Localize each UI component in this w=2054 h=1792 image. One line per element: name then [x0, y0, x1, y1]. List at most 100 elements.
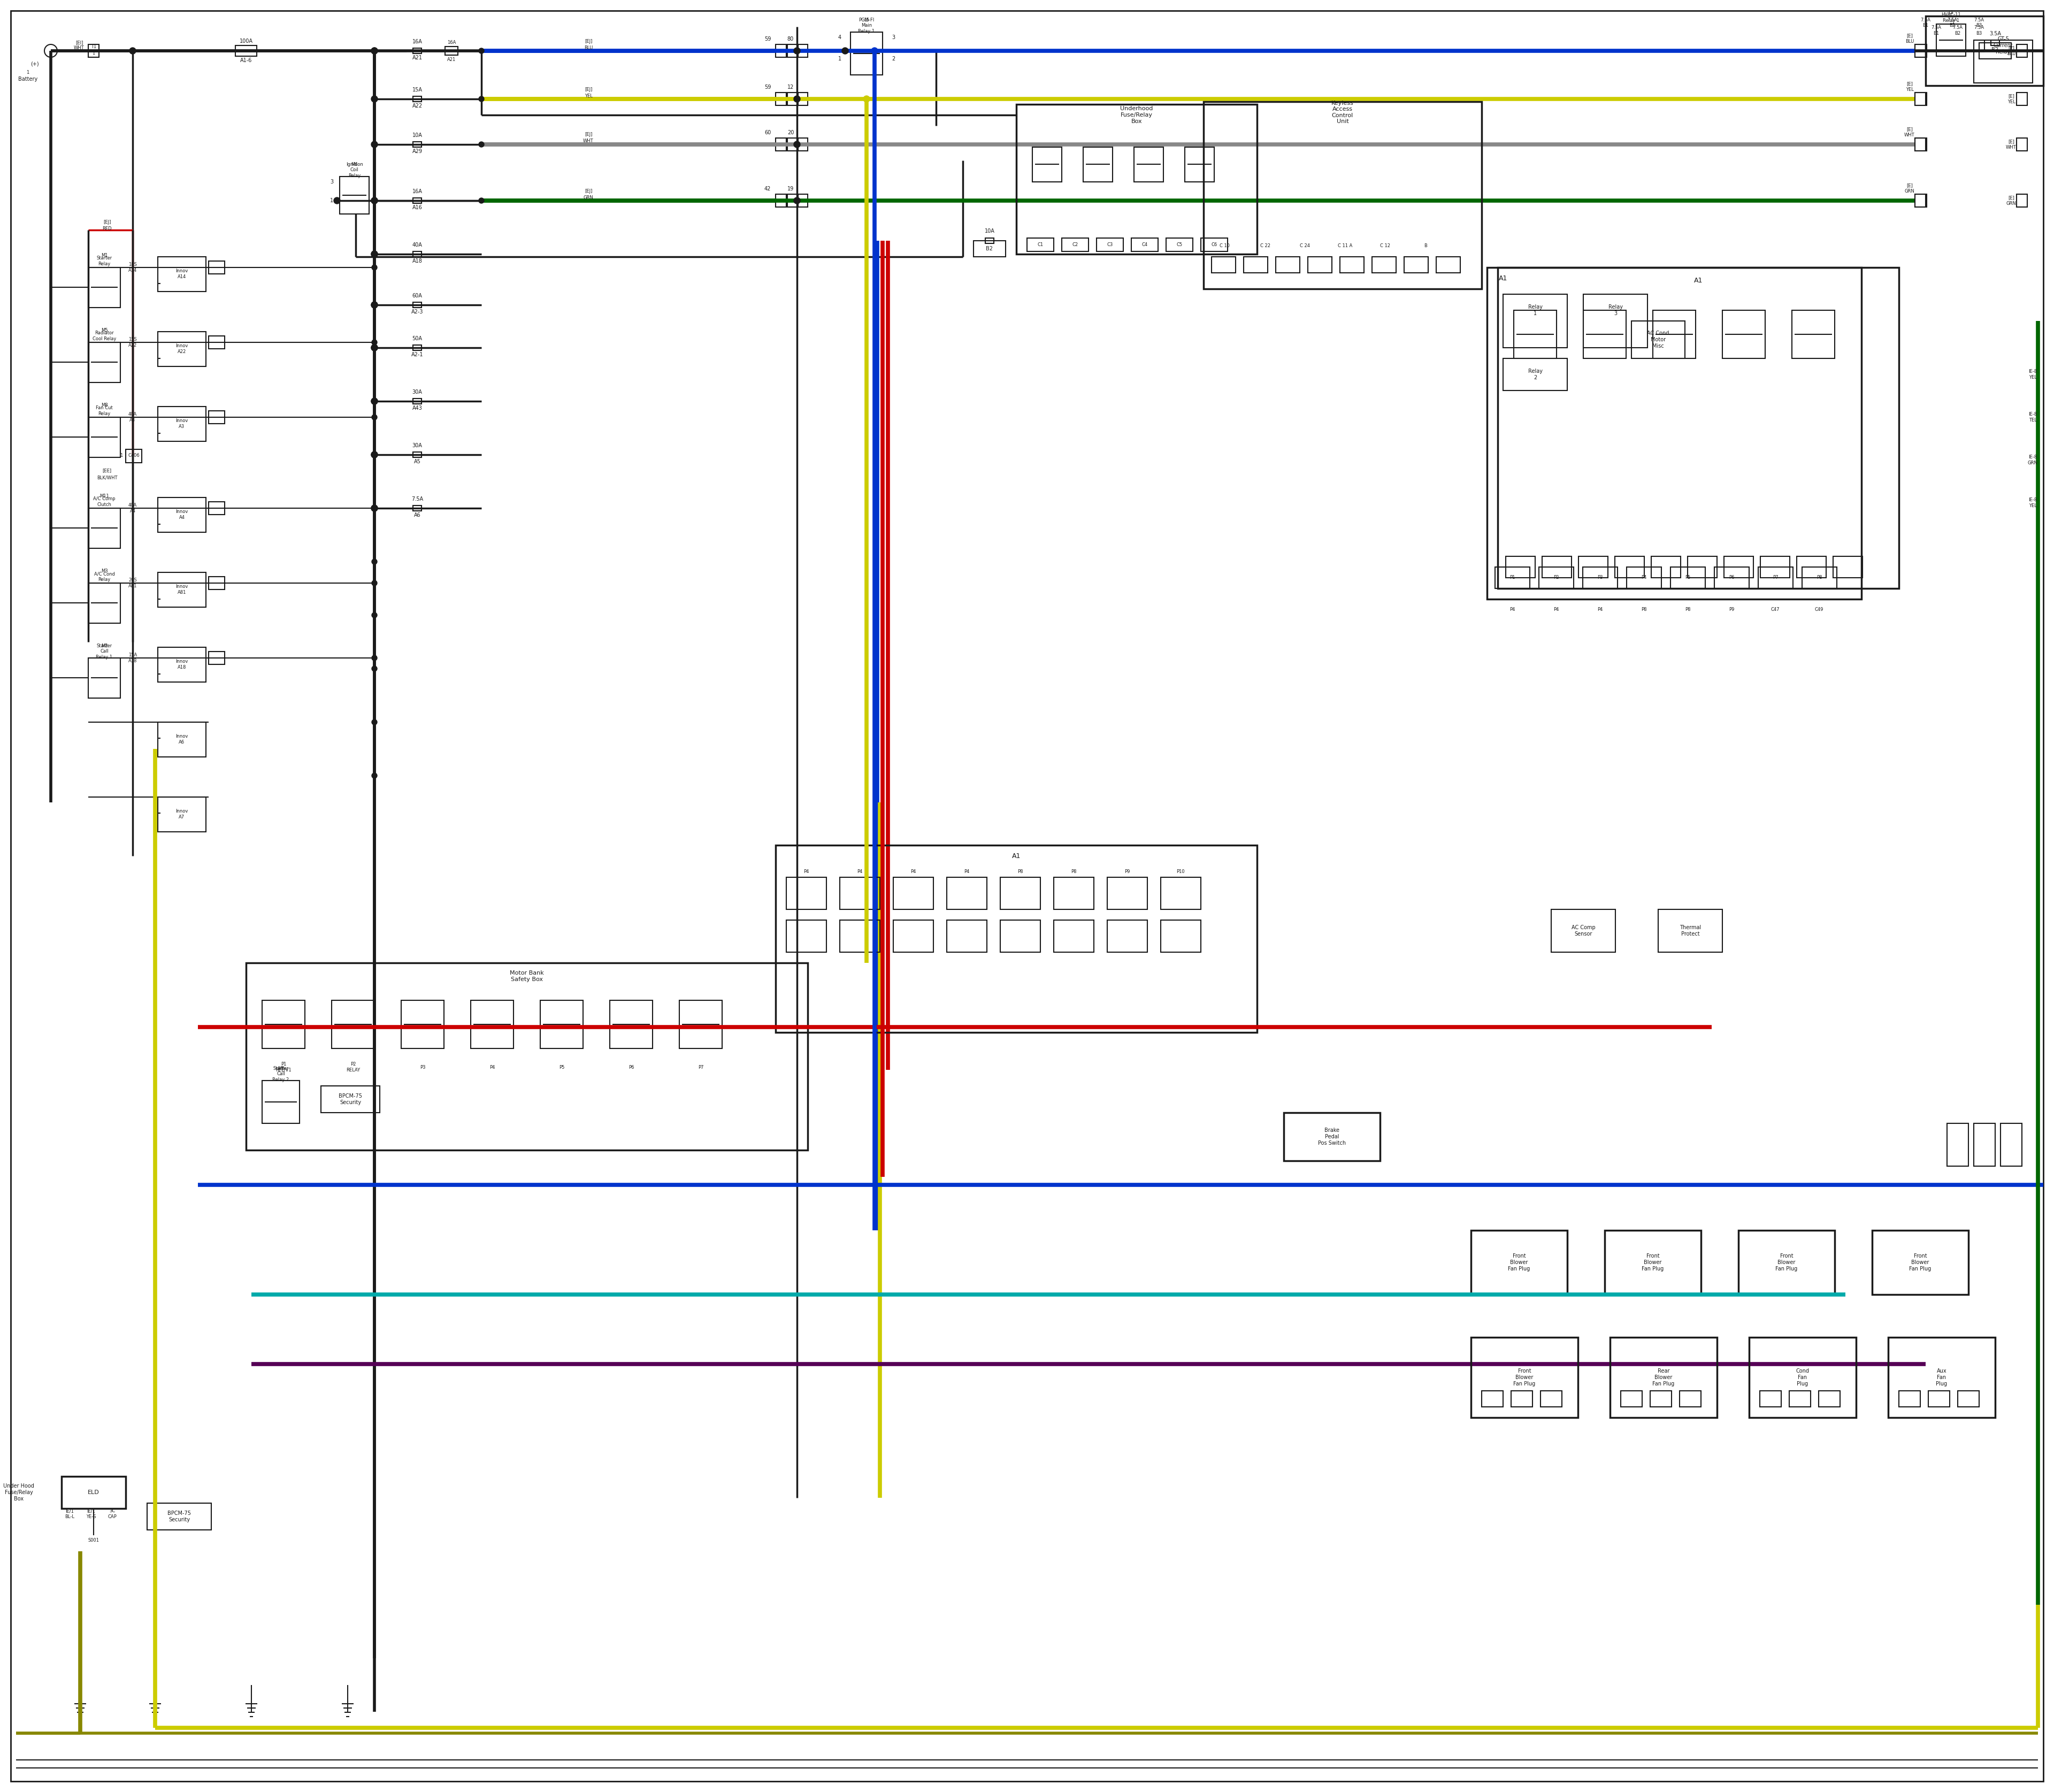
Bar [263, 1000, 304, 1048]
Text: 7.5A
B3: 7.5A B3 [1974, 25, 1984, 36]
Text: HVAC-11
Relay 1: HVAC-11 Relay 1 [1941, 13, 1962, 23]
Bar [1584, 310, 1627, 358]
Bar [2017, 194, 2027, 208]
Circle shape [372, 301, 378, 308]
Bar [787, 919, 826, 952]
Bar [1723, 556, 1754, 577]
Text: C 22: C 22 [1259, 244, 1269, 249]
Bar [125, 450, 142, 462]
Bar [1504, 294, 1567, 348]
Circle shape [372, 414, 378, 419]
Bar [787, 45, 799, 57]
Text: P4: P4 [910, 869, 916, 874]
Text: [EJ]: [EJ] [585, 39, 592, 43]
Text: P7: P7 [1773, 575, 1779, 581]
Bar [158, 498, 205, 532]
Bar [1914, 138, 1927, 151]
Bar [413, 197, 421, 202]
Bar [1670, 566, 1705, 588]
Text: A22: A22 [413, 104, 423, 109]
Bar [401, 1000, 444, 1048]
Bar [1543, 556, 1571, 577]
Bar [470, 1000, 514, 1048]
Circle shape [479, 48, 485, 54]
Bar [776, 138, 787, 151]
Bar [1436, 256, 1460, 272]
Text: 1: 1 [331, 197, 333, 202]
Circle shape [795, 142, 799, 147]
Text: 7.5A
B2: 7.5A B2 [1953, 25, 1964, 36]
Text: [EJ]: [EJ] [103, 220, 111, 224]
Bar [1715, 566, 1750, 588]
Text: C406: C406 [127, 453, 140, 459]
Text: 7.5A: 7.5A [1947, 18, 1957, 22]
Text: P4: P4 [1641, 575, 1647, 581]
Circle shape [372, 48, 378, 54]
Bar [210, 652, 224, 665]
Text: P8: P8 [1816, 575, 1822, 581]
Text: 7.5A: 7.5A [1920, 18, 1931, 22]
Text: 1: 1 [27, 70, 29, 75]
Circle shape [372, 772, 378, 778]
Bar [776, 846, 1257, 1032]
Text: S001: S001 [88, 1538, 99, 1543]
Text: P5: P5 [1684, 575, 1690, 581]
Text: P5: P5 [559, 1064, 565, 1070]
Text: A2-3: A2-3 [411, 310, 423, 315]
Bar [1372, 256, 1397, 272]
Bar [320, 1086, 380, 1113]
Text: Innov
A6: Innov A6 [175, 735, 189, 744]
Circle shape [372, 581, 378, 586]
Bar [1758, 566, 1793, 588]
Circle shape [842, 48, 848, 54]
Bar [1584, 294, 1647, 348]
Bar [1947, 1124, 1968, 1167]
Bar [1132, 238, 1158, 251]
Text: 2: 2 [372, 197, 376, 202]
Bar [1990, 39, 1999, 45]
Bar [1584, 566, 1619, 588]
Circle shape [372, 48, 378, 54]
Text: P1
REL/V1: P1 REL/V1 [275, 1063, 292, 1072]
Text: 40A
A3: 40A A3 [127, 412, 138, 423]
Circle shape [372, 340, 378, 346]
Text: 12: 12 [787, 84, 795, 90]
Bar [893, 878, 933, 909]
Bar [947, 919, 986, 952]
Bar [1551, 909, 1614, 952]
Text: C1: C1 [1037, 242, 1043, 247]
Bar [413, 346, 421, 351]
Text: AC Comp
Sensor: AC Comp Sensor [1571, 925, 1596, 937]
Text: 40A: 40A [413, 242, 423, 247]
Text: M3: M3 [101, 568, 107, 573]
Text: Battery: Battery [18, 77, 37, 82]
Text: GRN: GRN [583, 195, 594, 199]
Text: 40A
A4: 40A A4 [127, 504, 138, 513]
Bar [246, 962, 807, 1150]
Text: Innov
A14: Innov A14 [175, 269, 189, 280]
Circle shape [372, 344, 378, 351]
Circle shape [863, 95, 869, 102]
Bar [413, 398, 421, 403]
Text: [EJ]: [EJ] [585, 88, 592, 91]
Bar [2001, 1124, 2021, 1167]
Text: Radiator
Cool Relay: Radiator Cool Relay [92, 332, 117, 340]
Bar [1914, 93, 1927, 106]
Text: Relay
2: Relay 2 [1528, 369, 1543, 380]
Bar [88, 45, 99, 57]
Bar [787, 138, 799, 151]
Text: A5: A5 [413, 459, 421, 464]
Bar [158, 407, 205, 441]
Bar [1651, 556, 1680, 577]
Text: P4: P4 [1598, 607, 1602, 613]
Bar [1818, 1391, 1840, 1407]
Circle shape [871, 48, 877, 54]
Bar [158, 256, 205, 292]
Text: Under Hood
Fuse/Relay
Box: Under Hood Fuse/Relay Box [4, 1484, 35, 1502]
Circle shape [372, 505, 378, 511]
Bar [1627, 566, 1662, 588]
Text: P2
RELAY: P2 RELAY [345, 1063, 359, 1072]
Text: 15A
A18: 15A A18 [127, 652, 138, 663]
Circle shape [372, 344, 378, 351]
Text: P9: P9 [1124, 869, 1130, 874]
